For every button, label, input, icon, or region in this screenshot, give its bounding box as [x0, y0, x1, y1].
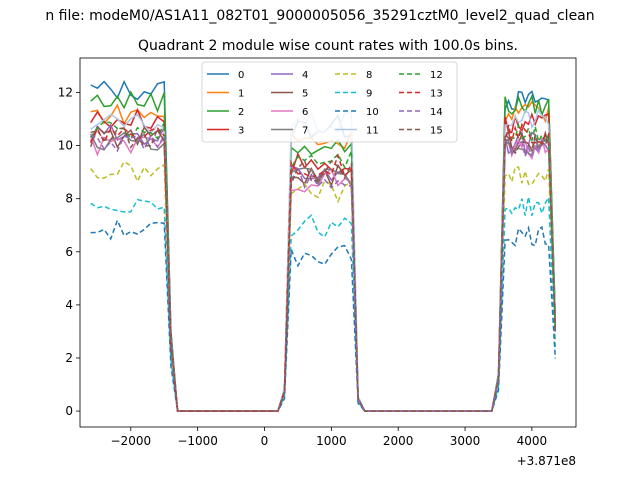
- legend-label: 5: [302, 89, 308, 100]
- x-tick-label: −1000: [177, 434, 218, 448]
- legend-label: 15: [430, 126, 443, 137]
- legend-label: 3: [238, 126, 244, 137]
- y-tick-label: 4: [65, 298, 73, 312]
- legend-label: 8: [366, 70, 372, 81]
- x-axis: −2000 −1000 0 1000 2000 3000 4000: [111, 427, 548, 448]
- y-tick-label: 6: [65, 245, 73, 259]
- legend-label: 2: [238, 107, 244, 118]
- y-tick-label: 8: [65, 192, 73, 206]
- x-tick-label: 2000: [383, 434, 414, 448]
- series-line-10: [90, 218, 557, 412]
- legend-label: 1: [238, 89, 244, 100]
- y-tick-label: 0: [65, 404, 73, 418]
- series-line-14: [90, 133, 557, 412]
- x-offset-label: +3.871e8: [517, 454, 576, 468]
- x-tick-label: −2000: [111, 434, 152, 448]
- legend-label: 10: [366, 107, 379, 118]
- legend-box: [201, 61, 458, 143]
- chart-title: Quadrant 2 module wise count rates with …: [138, 38, 518, 54]
- x-tick-label: 4000: [517, 434, 548, 448]
- legend-label: 14: [430, 107, 443, 118]
- series-line-9: [90, 194, 557, 412]
- legend-label: 7: [302, 126, 308, 137]
- y-tick-label: 10: [58, 139, 73, 153]
- y-tick-label: 2: [65, 351, 73, 365]
- plot-frame: [79, 57, 577, 428]
- legend-label: 11: [366, 126, 379, 137]
- figure-suptitle: n file: modeM0/AS1A11_082T01_9000005056_…: [45, 8, 594, 24]
- legend-label: 12: [430, 70, 443, 81]
- series-line-15: [90, 127, 557, 412]
- legend-label: 6: [302, 107, 308, 118]
- y-tick-label: 12: [58, 86, 73, 100]
- series-line-2: [90, 90, 557, 412]
- x-tick-label: 0: [261, 434, 269, 448]
- legend-label: 13: [430, 89, 443, 100]
- y-axis: 0 2 4 6 8 10 12: [58, 86, 80, 418]
- legend-label: 9: [366, 89, 372, 100]
- legend-label: 4: [302, 70, 308, 81]
- x-tick-label: 1000: [316, 434, 347, 448]
- series-line-8: [90, 160, 557, 412]
- x-tick-label: 3000: [450, 434, 481, 448]
- series-line-13: [90, 122, 557, 412]
- legend-label: 0: [238, 70, 244, 81]
